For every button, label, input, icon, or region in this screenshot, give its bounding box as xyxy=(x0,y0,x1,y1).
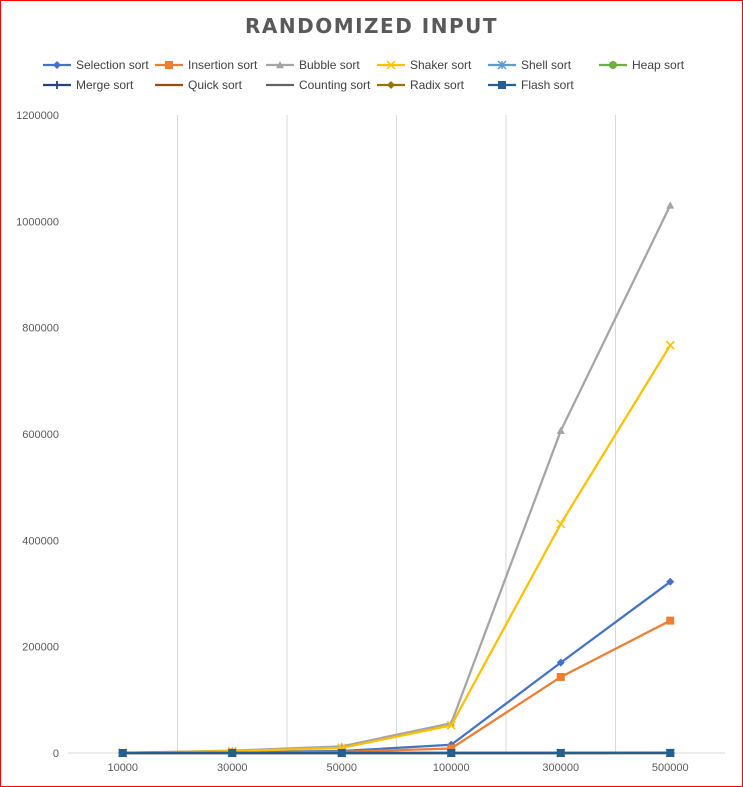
legend-item-merge-sort: Merge sort xyxy=(43,78,134,92)
legend-item-shaker-sort: Shaker sort xyxy=(377,58,472,72)
legend: Selection sort Insertion sort Bubble sort S… xyxy=(43,58,685,92)
legend-marker xyxy=(497,60,507,70)
data-point xyxy=(556,748,565,757)
legend-marker xyxy=(609,61,617,69)
axes-layer: 0 200000 400000 600000 800000 1000000 1200000 1… xyxy=(16,110,725,774)
y-tick-label: 0 xyxy=(53,748,59,760)
legend-marker xyxy=(53,81,61,89)
y-tick-label: 800000 xyxy=(22,323,59,335)
data-point xyxy=(447,748,456,757)
legend-item-flash-sort: Flash sort xyxy=(488,78,574,92)
legend-item-heap-sort: Heap sort xyxy=(599,58,685,72)
legend-label: Heap sort xyxy=(632,58,685,72)
data-point xyxy=(665,340,675,350)
legend-label: Selection sort xyxy=(76,58,149,72)
legend-marker xyxy=(276,61,284,69)
legend-marker xyxy=(53,61,61,69)
data-point xyxy=(666,616,675,625)
legend-item-counting-sort: Counting sort xyxy=(266,78,371,92)
legend-label: Counting sort xyxy=(299,78,371,92)
data-point xyxy=(556,672,565,681)
legend-label: Insertion sort xyxy=(188,58,258,72)
data-point xyxy=(666,577,675,586)
x-tick-label: 500000 xyxy=(652,762,689,774)
legend-label: Shaker sort xyxy=(410,58,472,72)
legend-label: Bubble sort xyxy=(299,58,360,72)
data-point xyxy=(556,519,566,529)
y-tick-label: 1200000 xyxy=(16,110,59,122)
x-tick-label: 100000 xyxy=(433,762,470,774)
data-point xyxy=(666,748,675,757)
data-point xyxy=(556,426,565,435)
legend-item-selection-sort: Selection sort xyxy=(43,58,149,72)
legend-item-bubble-sort: Bubble sort xyxy=(266,58,360,72)
series-line xyxy=(122,344,672,754)
legend-marker xyxy=(386,60,396,70)
legend-label: Radix sort xyxy=(410,78,465,92)
grid-layer xyxy=(177,115,616,753)
data-point xyxy=(447,744,456,753)
data-point xyxy=(556,658,565,667)
data-point xyxy=(118,749,127,757)
x-tick-label: 30000 xyxy=(217,762,248,774)
series-flash-sort xyxy=(118,748,675,757)
data-point xyxy=(446,720,456,730)
legend-marker xyxy=(387,81,395,89)
data-point xyxy=(337,748,346,757)
chart-title: RANDOMIZED INPUT xyxy=(244,14,498,38)
y-tick-label: 600000 xyxy=(22,429,59,441)
legend-item-quick-sort: Quick sort xyxy=(155,78,243,92)
x-tick-label: 300000 xyxy=(542,762,579,774)
legend-label: Shell sort xyxy=(521,58,572,72)
y-tick-label: 1000000 xyxy=(16,216,59,228)
legend-item-shell-sort: Shell sort xyxy=(488,58,572,72)
x-tick-label: 50000 xyxy=(326,762,357,774)
legend-marker xyxy=(165,61,173,69)
data-point xyxy=(228,748,237,757)
legend-item-radix-sort: Radix sort xyxy=(377,78,465,92)
series-layer xyxy=(118,201,675,758)
legend-label: Flash sort xyxy=(521,78,574,92)
legend-marker xyxy=(498,81,506,89)
legend-label: Merge sort xyxy=(76,78,134,92)
y-tick-label: 200000 xyxy=(22,642,59,654)
legend-label: Quick sort xyxy=(188,78,243,92)
legend-item-insertion-sort: Insertion sort xyxy=(155,58,258,72)
data-point xyxy=(666,201,675,209)
y-tick-label: 400000 xyxy=(22,535,59,547)
x-tick-label: 10000 xyxy=(107,762,138,774)
